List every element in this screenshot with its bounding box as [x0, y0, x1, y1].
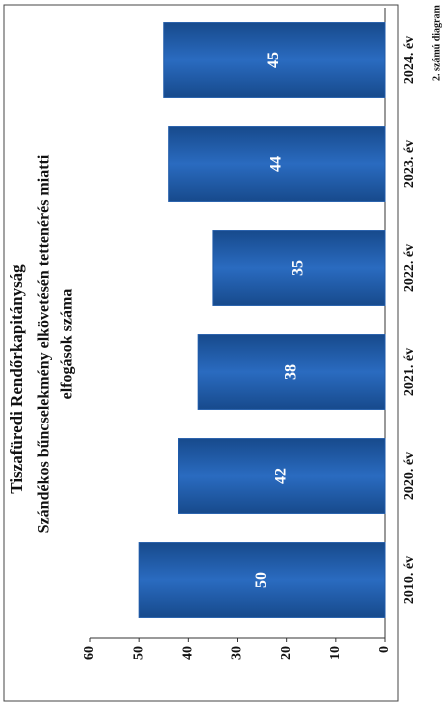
x-tick-label: 2022. év	[402, 244, 417, 292]
value-label: 44	[268, 156, 285, 172]
bar	[168, 126, 386, 202]
value-label: 42	[272, 468, 289, 484]
y-tick-label: 50	[131, 646, 146, 660]
x-tick-label: 2010. év	[402, 556, 417, 604]
chart-title: Tiszafüredi Rendőrkapitányság	[7, 264, 26, 494]
value-label: 45	[265, 52, 282, 68]
value-label: 50	[253, 572, 270, 588]
y-tick-label: 40	[181, 646, 196, 660]
x-tick-label: 2020. év	[402, 452, 417, 500]
x-tick-label: 2021. év	[402, 348, 417, 396]
chart-subtitle: elfogások száma	[59, 289, 76, 400]
y-tick-label: 30	[230, 646, 245, 660]
bar	[178, 438, 386, 514]
bar	[138, 542, 386, 618]
border	[3, 4, 399, 702]
y-tick-label: 10	[328, 646, 343, 660]
y-tick-label: 20	[279, 646, 294, 660]
value-label: 35	[290, 260, 307, 276]
x-tick-label: 2024. év	[402, 36, 417, 84]
bar	[212, 230, 386, 306]
x-tick-label: 2023. év	[402, 140, 417, 188]
y-tick-label: 60	[82, 646, 97, 660]
footnote: 2. számú diagram	[431, 5, 442, 82]
bar	[197, 334, 386, 410]
y-tick-label: 0	[377, 646, 392, 653]
rotated-frame: Tiszafüredi Rendőrkapitányság Szándékos …	[3, 4, 442, 702]
value-label: 38	[282, 364, 299, 380]
chart-subtitle: Szándékos bűncselekmény elkövetésén tett…	[36, 154, 53, 533]
bar	[163, 22, 386, 98]
